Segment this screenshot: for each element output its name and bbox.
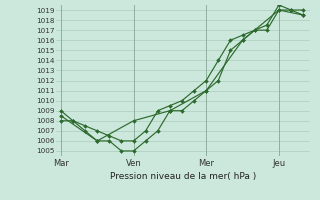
X-axis label: Pression niveau de la mer( hPa ): Pression niveau de la mer( hPa ) — [110, 172, 256, 181]
